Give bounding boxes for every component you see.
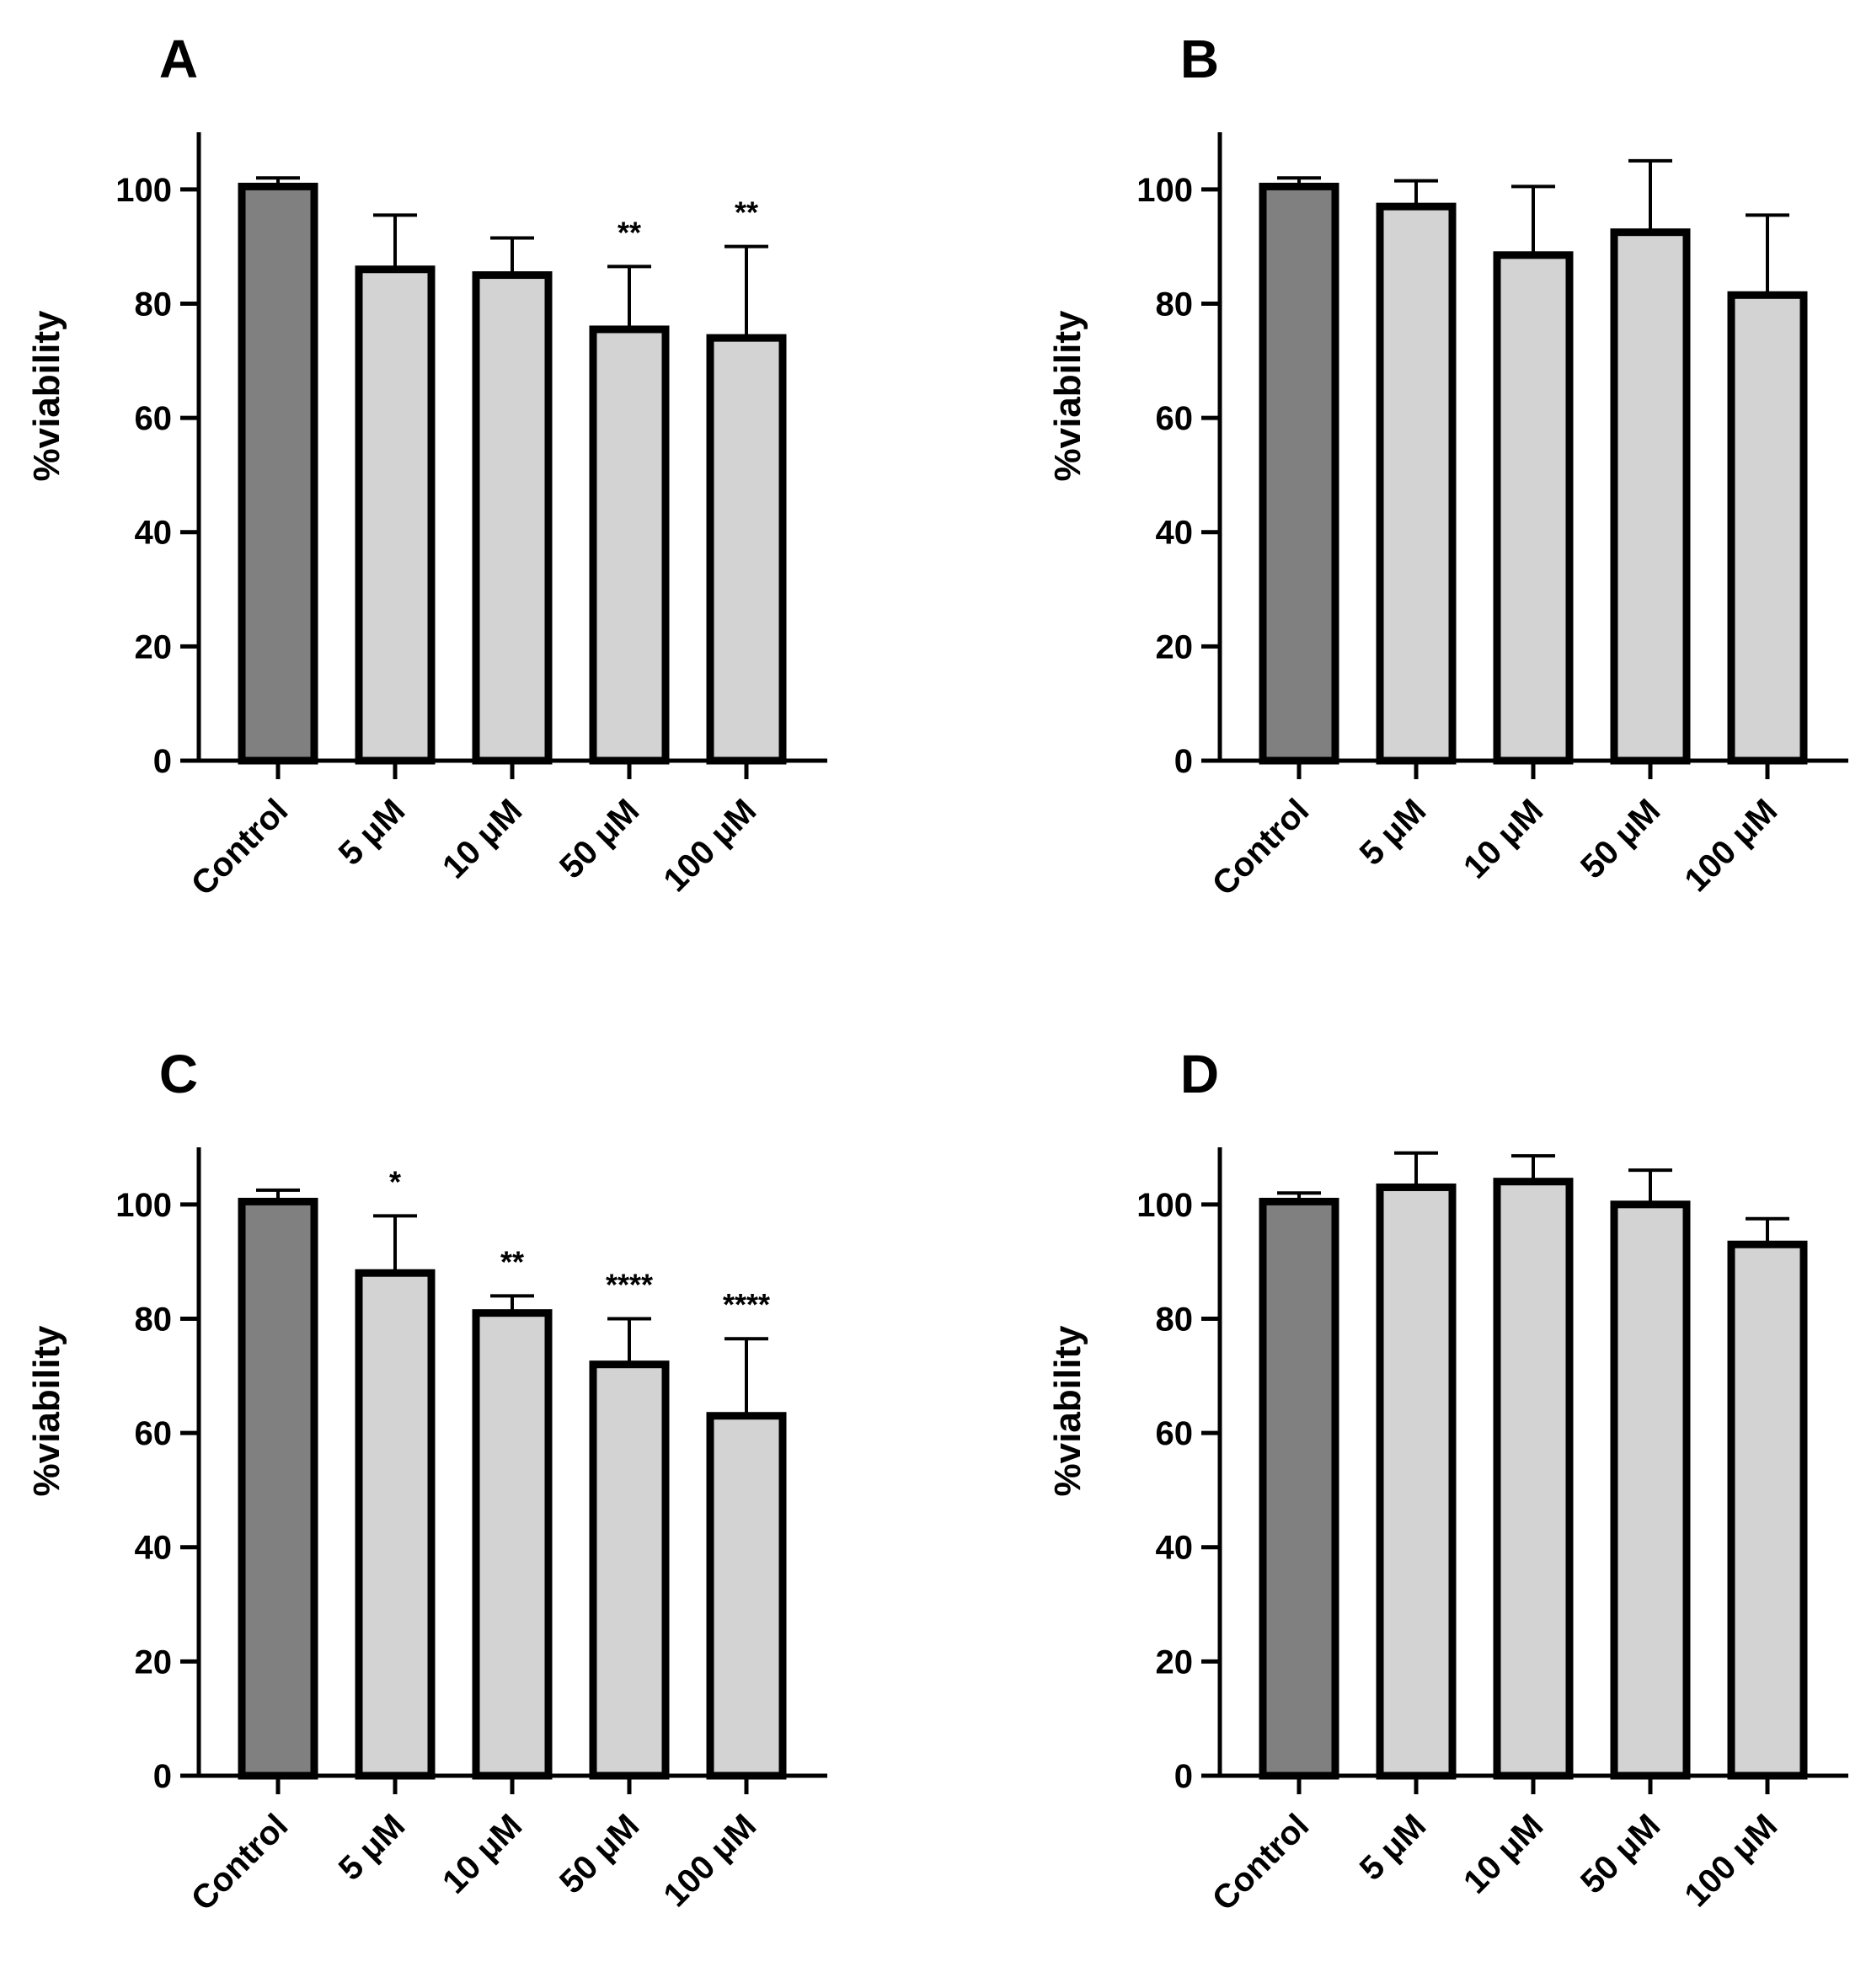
bar [1259, 1197, 1339, 1780]
category-label: 100 μM [1677, 792, 1784, 899]
bar [1610, 228, 1691, 765]
panel-letter: A [159, 29, 198, 89]
y-tick-label: 100 [1136, 1187, 1193, 1224]
significance-label: * [389, 1164, 401, 1199]
category-label: 10 μM [1457, 1807, 1550, 1900]
y-tick-label: 100 [115, 172, 172, 209]
bar [472, 271, 553, 765]
bar [1493, 1178, 1574, 1780]
chart-panel-b: B %viability 0 20 40 60 80 100 Control 5 μM 10 μM 5… [1047, 29, 1848, 903]
significance-label: **** [723, 1287, 770, 1322]
bar [1727, 291, 1808, 765]
category-label: 5 μM [332, 792, 413, 873]
significance-label: ** [618, 215, 641, 249]
category-label: Control [1206, 792, 1317, 903]
chart-panel-d: D %viability 0 20 40 60 80 100 Control 5 μM 10 μM 5… [1047, 1044, 1848, 1918]
category-label: 5 μM [1353, 1807, 1434, 1888]
y-tick-label: 60 [135, 400, 173, 437]
y-tick-label: 0 [1174, 1758, 1193, 1795]
panel-letter: B [1180, 29, 1219, 89]
y-tick-label: 80 [135, 1301, 173, 1338]
chart-panel-c: C %viability 0 20 40 60 80 100 Control * 5 μM ** 10 … [26, 1044, 827, 1918]
y-tick-label: 20 [1156, 628, 1194, 665]
bar [706, 334, 787, 765]
y-tick-label: 20 [135, 1643, 173, 1681]
y-tick-label: 0 [153, 743, 172, 780]
category-label: 5 μM [332, 1807, 413, 1888]
panel-letter: C [159, 1044, 198, 1104]
y-axis-title: %viability [26, 1325, 67, 1496]
y-tick-label: 80 [135, 286, 173, 323]
bar [706, 1412, 787, 1780]
bar [1493, 251, 1574, 765]
category-label: 100 μM [656, 1807, 763, 1914]
bar [1259, 182, 1339, 765]
category-label: 100 μM [1677, 1807, 1784, 1914]
category-label: 10 μM [436, 792, 529, 885]
y-tick-label: 40 [135, 515, 173, 552]
category-label: Control [1206, 1807, 1317, 1918]
y-tick-label: 20 [1156, 1643, 1194, 1681]
bar [472, 1309, 553, 1780]
category-label: Control [184, 792, 296, 903]
y-tick-label: 100 [1136, 172, 1193, 209]
y-axis-title: %viability [26, 310, 67, 481]
y-tick-label: 100 [115, 1187, 172, 1224]
significance-label: **** [606, 1267, 653, 1301]
y-tick-label: 20 [135, 628, 173, 665]
y-tick-label: 0 [1174, 743, 1193, 780]
significance-label: ** [735, 195, 758, 230]
bar [589, 1360, 670, 1780]
bar [238, 182, 318, 765]
category-label: 100 μM [656, 792, 763, 899]
category-label: Control [184, 1807, 296, 1918]
y-axis-title: %viability [1047, 1325, 1088, 1496]
significance-label: ** [500, 1244, 524, 1279]
y-tick-label: 40 [1156, 1530, 1194, 1567]
bar [589, 325, 670, 765]
bar [1727, 1240, 1808, 1780]
y-tick-label: 40 [1156, 515, 1194, 552]
bar [355, 265, 436, 765]
bar [238, 1197, 318, 1780]
bar [355, 1269, 436, 1780]
y-tick-label: 80 [1156, 286, 1194, 323]
category-label: 5 μM [1353, 792, 1434, 873]
y-tick-label: 60 [1156, 1415, 1194, 1452]
category-label: 50 μM [1574, 792, 1667, 885]
category-label: 50 μM [553, 1807, 646, 1900]
bar [1610, 1200, 1691, 1780]
y-tick-label: 0 [153, 1758, 172, 1795]
chart-panel-a: A %viability 0 20 40 60 80 100 Control 5 μM 10 μM *… [26, 29, 827, 903]
category-label: 10 μM [1457, 792, 1550, 885]
category-label: 10 μM [436, 1807, 529, 1900]
category-label: 50 μM [553, 792, 646, 885]
y-tick-label: 60 [135, 1415, 173, 1452]
category-label: 50 μM [1574, 1807, 1667, 1900]
bar [1376, 202, 1457, 765]
bar [1376, 1183, 1457, 1780]
y-axis-title: %viability [1047, 310, 1088, 481]
y-tick-label: 60 [1156, 400, 1194, 437]
y-tick-label: 80 [1156, 1301, 1194, 1338]
panel-letter: D [1180, 1044, 1219, 1104]
y-tick-label: 40 [135, 1530, 173, 1567]
